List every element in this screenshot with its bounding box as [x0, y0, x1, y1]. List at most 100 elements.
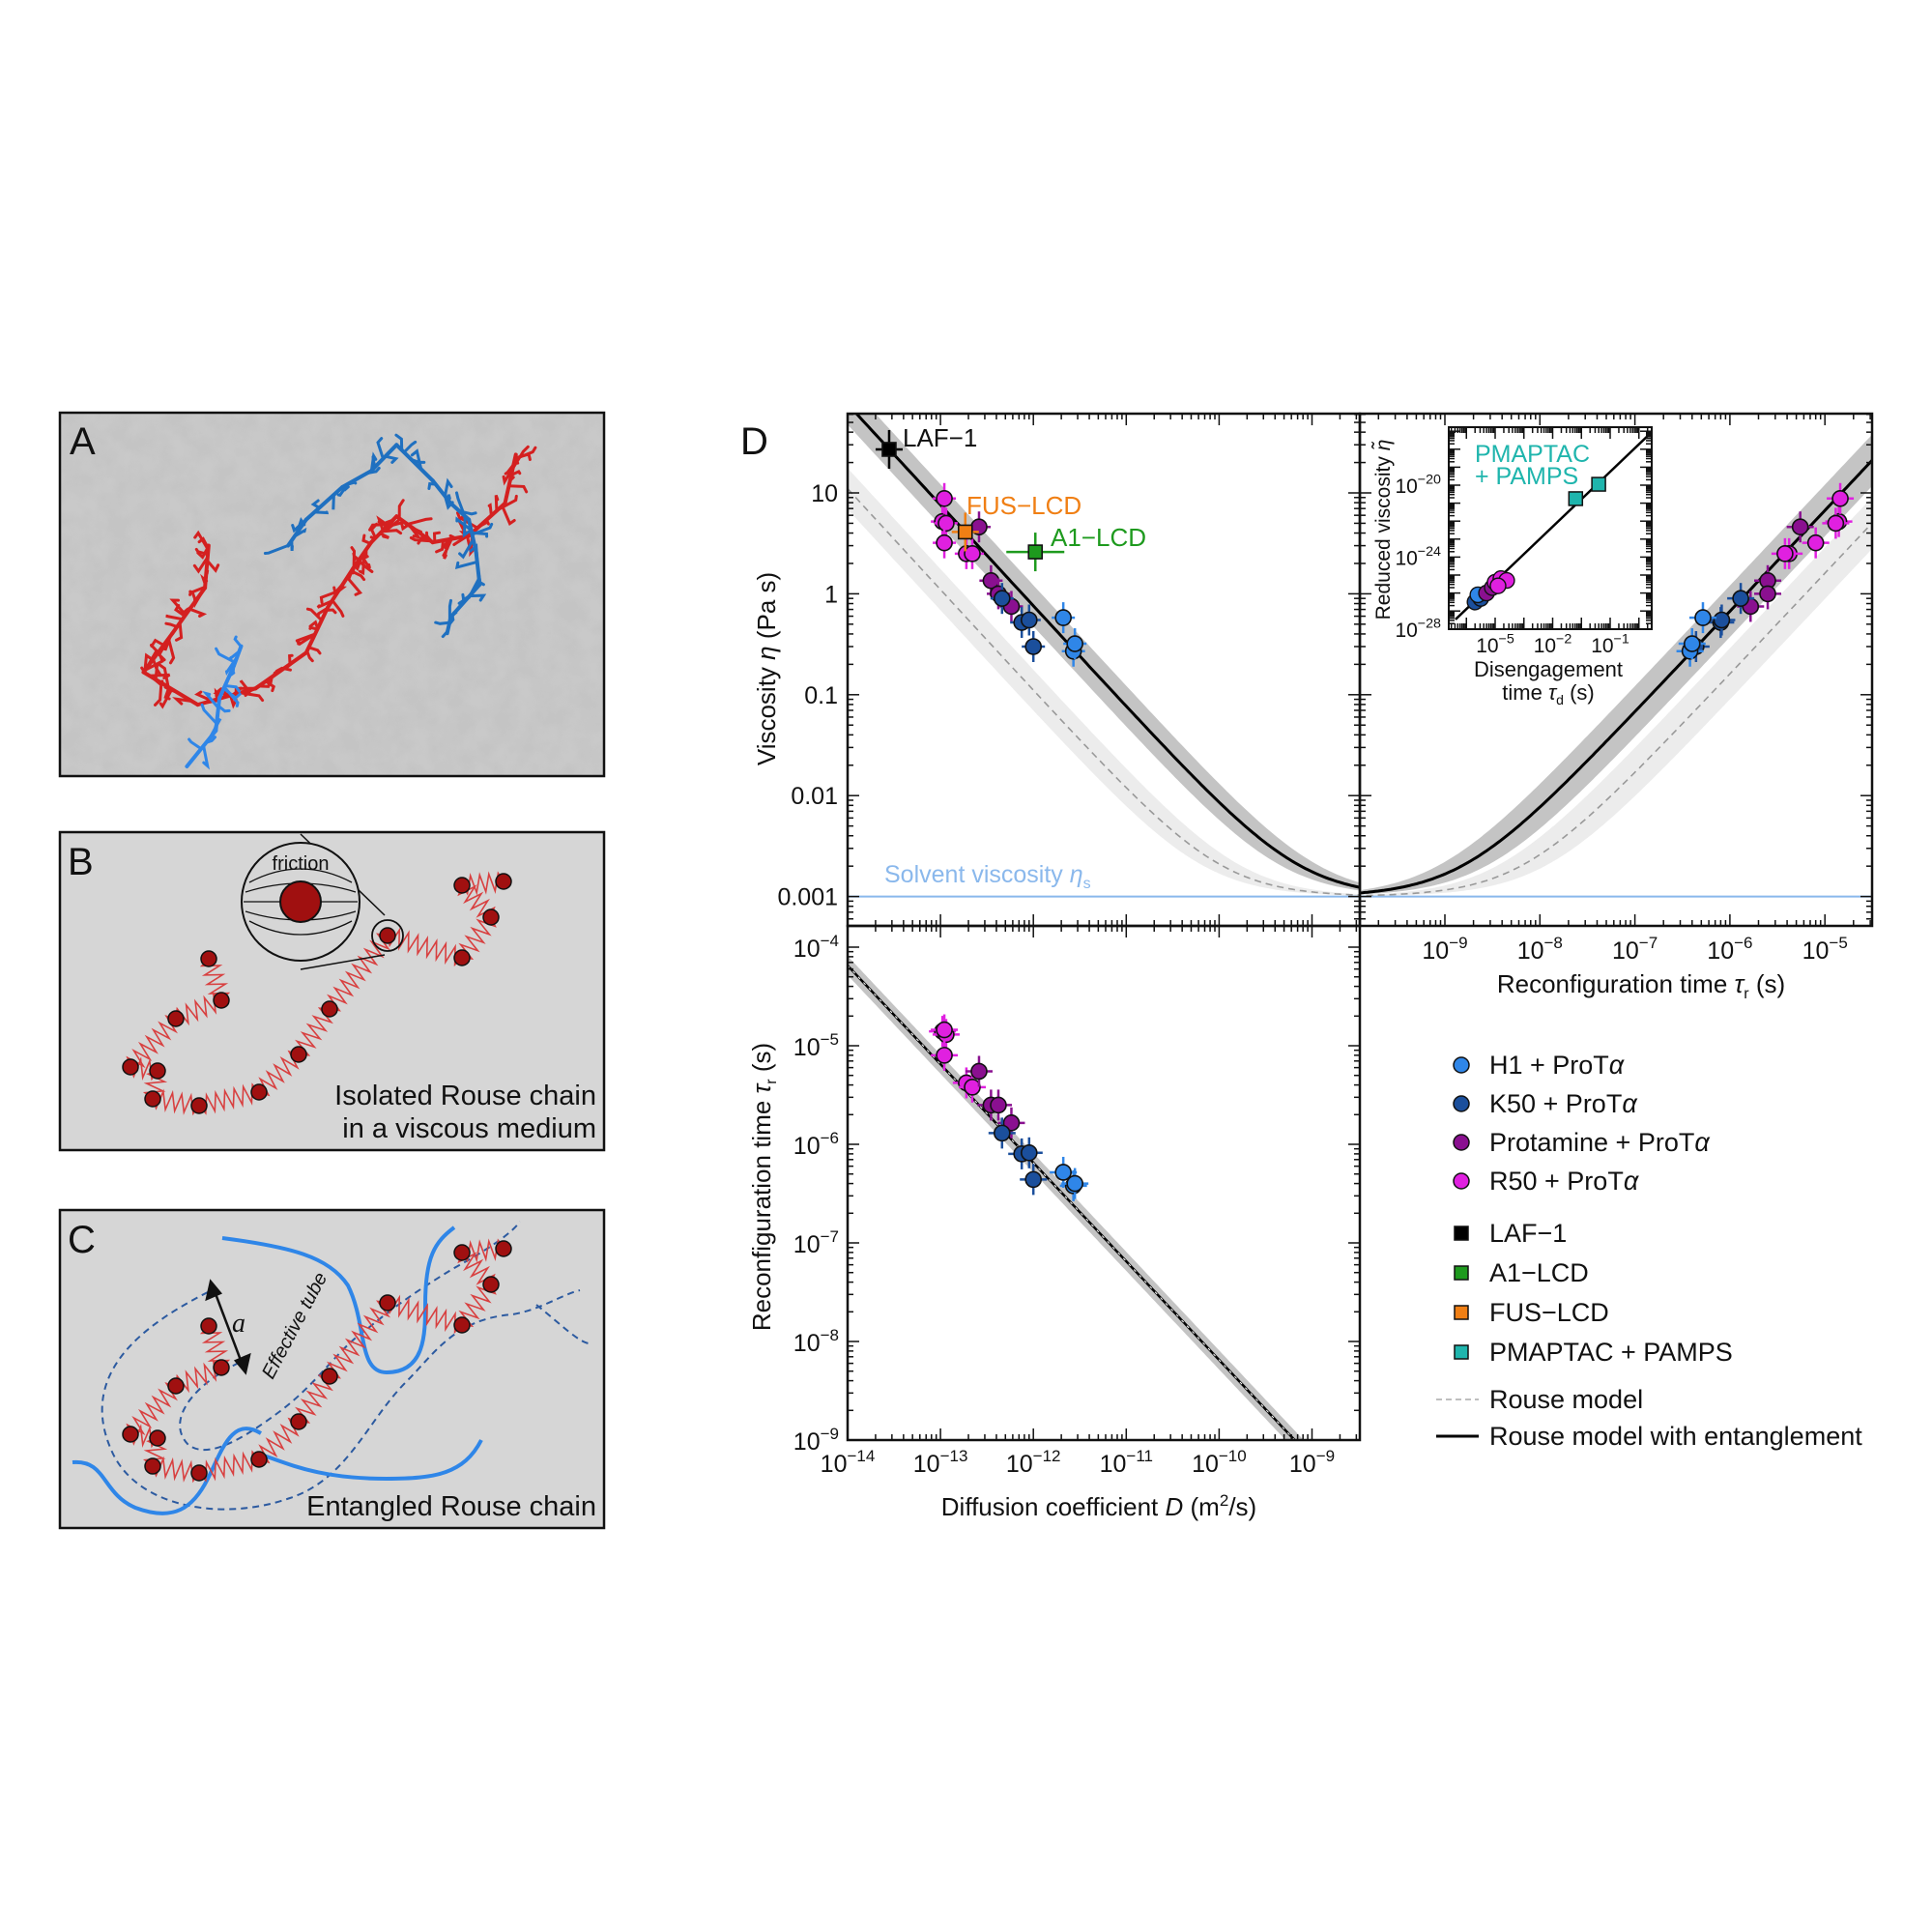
spring: [130, 1056, 159, 1081]
red-chain-sidechain: [452, 534, 469, 546]
inset-y-axis-label: Reduced viscosity η̃: [1371, 440, 1395, 620]
spring: [295, 1007, 333, 1056]
friction-label: friction: [273, 853, 330, 875]
blue-chain-sidechain: [216, 705, 231, 713]
legend-label: Rouse model: [1489, 1385, 1643, 1414]
plot-area: [1360, 434, 1872, 898]
data-point-r50: [1776, 545, 1794, 562]
blue-chain-sidechain: [200, 703, 218, 726]
blue-chain-sidechain: [455, 516, 473, 532]
legend-item-r50: R50 + ProTα: [1453, 1167, 1640, 1196]
red-chain-sidechain: [213, 687, 235, 697]
red-chain-sidechain: [143, 652, 153, 672]
red-chain-sidechain: [150, 638, 165, 648]
spring: [387, 1294, 463, 1335]
blue-chain-sidechain: [187, 737, 203, 751]
legend-item-laf1: LAF−1: [1454, 1219, 1567, 1248]
data-point-h1: [1054, 609, 1072, 626]
data-point-h1: [1683, 635, 1701, 652]
data-point-h1: [1054, 1164, 1072, 1181]
data-point-r50: [937, 514, 955, 533]
y-tick-label: 10−4: [793, 932, 839, 963]
x-axis-label-reconfiguration: Reconfiguration time τr (s): [1497, 969, 1785, 1002]
data-point-protamine: [1759, 585, 1776, 603]
legend-marker-circle: [1453, 1095, 1470, 1112]
inset-y-tick-label: 10−20: [1395, 473, 1441, 498]
legend-label: PMAPTAC + PAMPS: [1489, 1338, 1733, 1367]
legend-item-protamine: Protamine + ProTα: [1453, 1128, 1711, 1157]
spring: [198, 1082, 260, 1115]
panel-d-letter: D: [740, 420, 768, 463]
blue-chain-sidechain: [202, 690, 220, 709]
red-chain-sidechain: [316, 606, 330, 619]
red-chain-sidechain: [150, 676, 164, 686]
red-chain-sidechain: [164, 621, 179, 628]
legend-label: FUS−LCD: [1489, 1298, 1609, 1327]
red-chain-sidechain: [381, 517, 402, 532]
bead: [482, 1276, 500, 1293]
data-point-k50: [1024, 638, 1042, 655]
data-point-r50: [964, 545, 981, 562]
friction-bead: [279, 880, 322, 923]
legend-item-h1: H1 + ProTα: [1453, 1051, 1626, 1080]
y-tick-label: 10: [811, 480, 838, 507]
blue-chain-sidechain: [410, 458, 426, 464]
blue-chain-sidechain: [394, 433, 404, 452]
data-point-k50: [1021, 611, 1038, 629]
data-point-r50: [936, 1021, 953, 1039]
red-chain-sidechain: [345, 576, 363, 596]
red-chain-sidechain: [143, 654, 164, 672]
x-axis-label-diffusion: Diffusion coefficient D (m2/s): [941, 1491, 1256, 1521]
x-tick-label: 10−7: [1612, 934, 1658, 965]
red-chain-sidechain: [376, 515, 385, 533]
bead: [144, 1457, 161, 1475]
legend-marker-circle: [1453, 1134, 1470, 1151]
inset-x-axis-label-1: Disengagement: [1474, 657, 1623, 681]
red-chain-sidechain: [154, 681, 163, 706]
blue-chain-backbone: [303, 485, 345, 522]
legend-marker-circle: [1453, 1056, 1470, 1074]
effective-tube: [101, 1221, 591, 1511]
data-point-laf1: [881, 442, 897, 457]
blue-chain-sidechain: [447, 598, 452, 623]
data-point-r50: [1806, 533, 1825, 552]
blue-chain-sidechain: [447, 494, 451, 503]
red-chain-sidechain: [350, 569, 366, 582]
y-tick-label: 10−8: [793, 1326, 839, 1357]
panel-a: A: [58, 411, 606, 778]
data-point-r50: [936, 489, 953, 507]
bead: [321, 1000, 338, 1018]
legend-label: LAF−1: [1489, 1219, 1567, 1248]
blue-chain-sidechain: [233, 635, 243, 649]
panel-c-caption: Entangled Rouse chain: [306, 1491, 596, 1522]
red-chain-sidechain: [364, 548, 369, 560]
red-chain-sidechain: [477, 520, 490, 529]
red-chain-sidechain: [308, 620, 320, 630]
legend-item-fuslcd: FUS−LCD: [1454, 1298, 1609, 1327]
red-chain-sidechain: [187, 607, 208, 618]
blue-chain-sidechain: [469, 543, 479, 565]
spring: [130, 1424, 159, 1449]
spring: [327, 1300, 390, 1379]
plot-viscosity-vs-reconfiguration: 10−9 10−8 10−7 10−6 10−5: [1358, 412, 1874, 965]
red-chain-sidechain: [352, 552, 360, 562]
data-point-protamine: [990, 1096, 1007, 1114]
bead: [190, 1097, 208, 1114]
annotation-laf1: LAF−1: [903, 423, 977, 452]
red-chain-sidechain: [172, 697, 193, 706]
bead: [453, 949, 471, 966]
blue-chain-sidechain: [223, 684, 241, 693]
blue-chain-sidechain: [434, 620, 451, 625]
blue-chain-sidechain: [476, 567, 485, 587]
red-chain-sidechain: [288, 653, 294, 666]
blue-chain-sidechain: [290, 538, 294, 551]
data-point-h1: [1066, 635, 1083, 652]
red-chain-sidechain: [166, 637, 176, 665]
panel-d: D 10 1 0.1 0.01 0.001 10−9 10−8 10−7 10−6 10−5 1…: [740, 412, 1874, 1521]
legend-marker-circle: [1453, 1172, 1470, 1190]
blue-chain-sidechain: [345, 480, 358, 486]
tube-diameter-label: a: [232, 1309, 245, 1339]
rouse-model-curve: [1360, 522, 1872, 897]
data-point-k50: [1024, 1170, 1042, 1189]
